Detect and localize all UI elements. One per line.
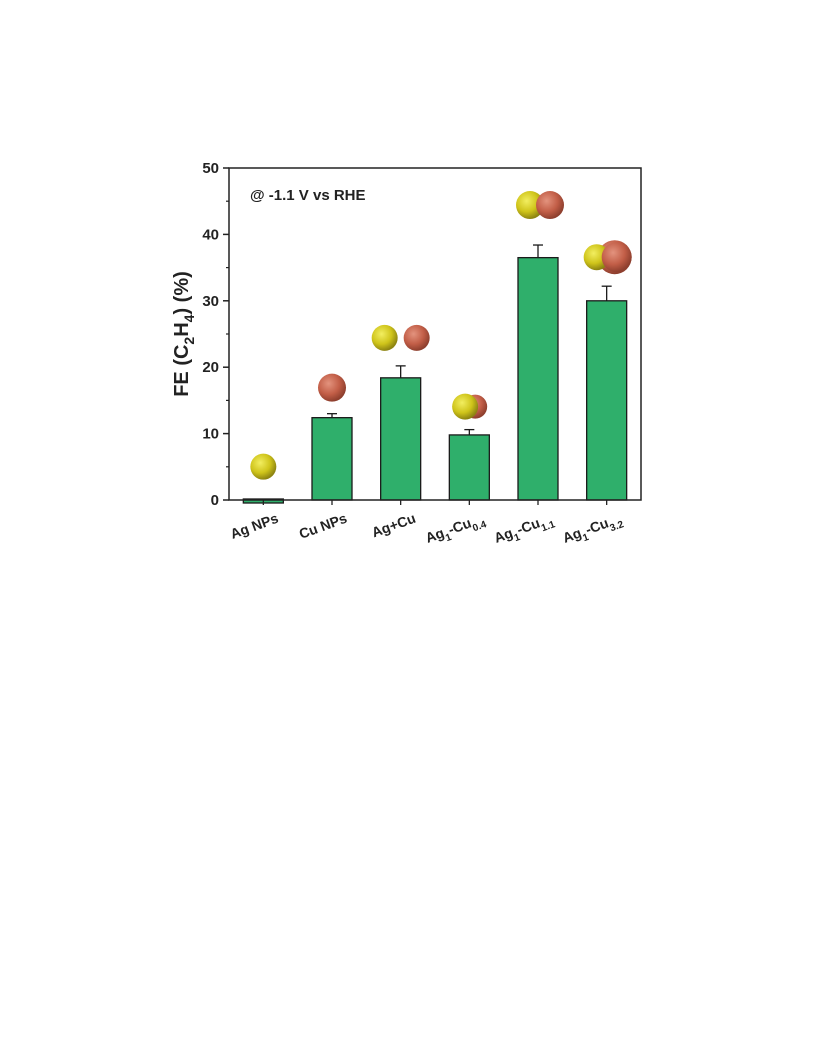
ag-particle-icon (371, 324, 398, 351)
y-axis-title-mid: H (171, 322, 193, 336)
y-axis-title-sub1: 2 (181, 337, 197, 345)
bar (586, 300, 628, 501)
x-tick-label: Ag+Cu (369, 510, 417, 541)
x-tick-label: Ag1-Cu0.4 (423, 510, 488, 551)
x-tick-label: Ag NPs (228, 510, 280, 542)
particle-illustrations (250, 191, 632, 480)
y-axis-title-sub2: 4 (181, 314, 197, 322)
x-tick-label: Ag1-Cu3.2 (560, 510, 625, 551)
potential-annotation: @ -1.1 V vs RHE (250, 187, 366, 204)
bar (448, 434, 490, 501)
bar (311, 417, 353, 501)
y-axis-title: FE (C2H4) (%) (171, 271, 197, 397)
y-tick-label: 0 (211, 492, 219, 509)
x-axis-labels: Ag NPs Cu NPs Ag+Cu Ag1-Cu0.4 Ag1-Cu1.1 Ag1-C… (228, 500, 626, 551)
y-tick-label: 50 (202, 160, 219, 177)
bar (517, 256, 559, 501)
y-axis-title-suffix: ) (%) (171, 271, 193, 314)
cu-particle-icon (536, 191, 564, 220)
ag-particle-icon (516, 191, 544, 220)
cu-particle-icon (403, 324, 430, 351)
y-tick-label: 30 (202, 293, 219, 310)
x-tick-label: Cu NPs (297, 510, 349, 542)
x-tick-label: Ag1-Cu1.1 (492, 510, 557, 551)
cu-particle-icon (318, 373, 346, 402)
error-bars (327, 244, 612, 435)
y-tick-label: 10 (202, 426, 219, 443)
ag-particle-icon (452, 393, 479, 420)
ag-particle-icon (250, 453, 277, 480)
bar (380, 377, 422, 501)
y-axis-title-prefix: FE (C (171, 345, 193, 397)
y-tick-label: 40 (202, 226, 219, 243)
cu-particle-icon (601, 242, 632, 273)
bars (242, 256, 628, 504)
y-axis-ticks: 0 10 20 30 40 50 (202, 160, 229, 509)
y-tick-label: 20 (202, 359, 219, 376)
plot-frame (228, 167, 642, 501)
